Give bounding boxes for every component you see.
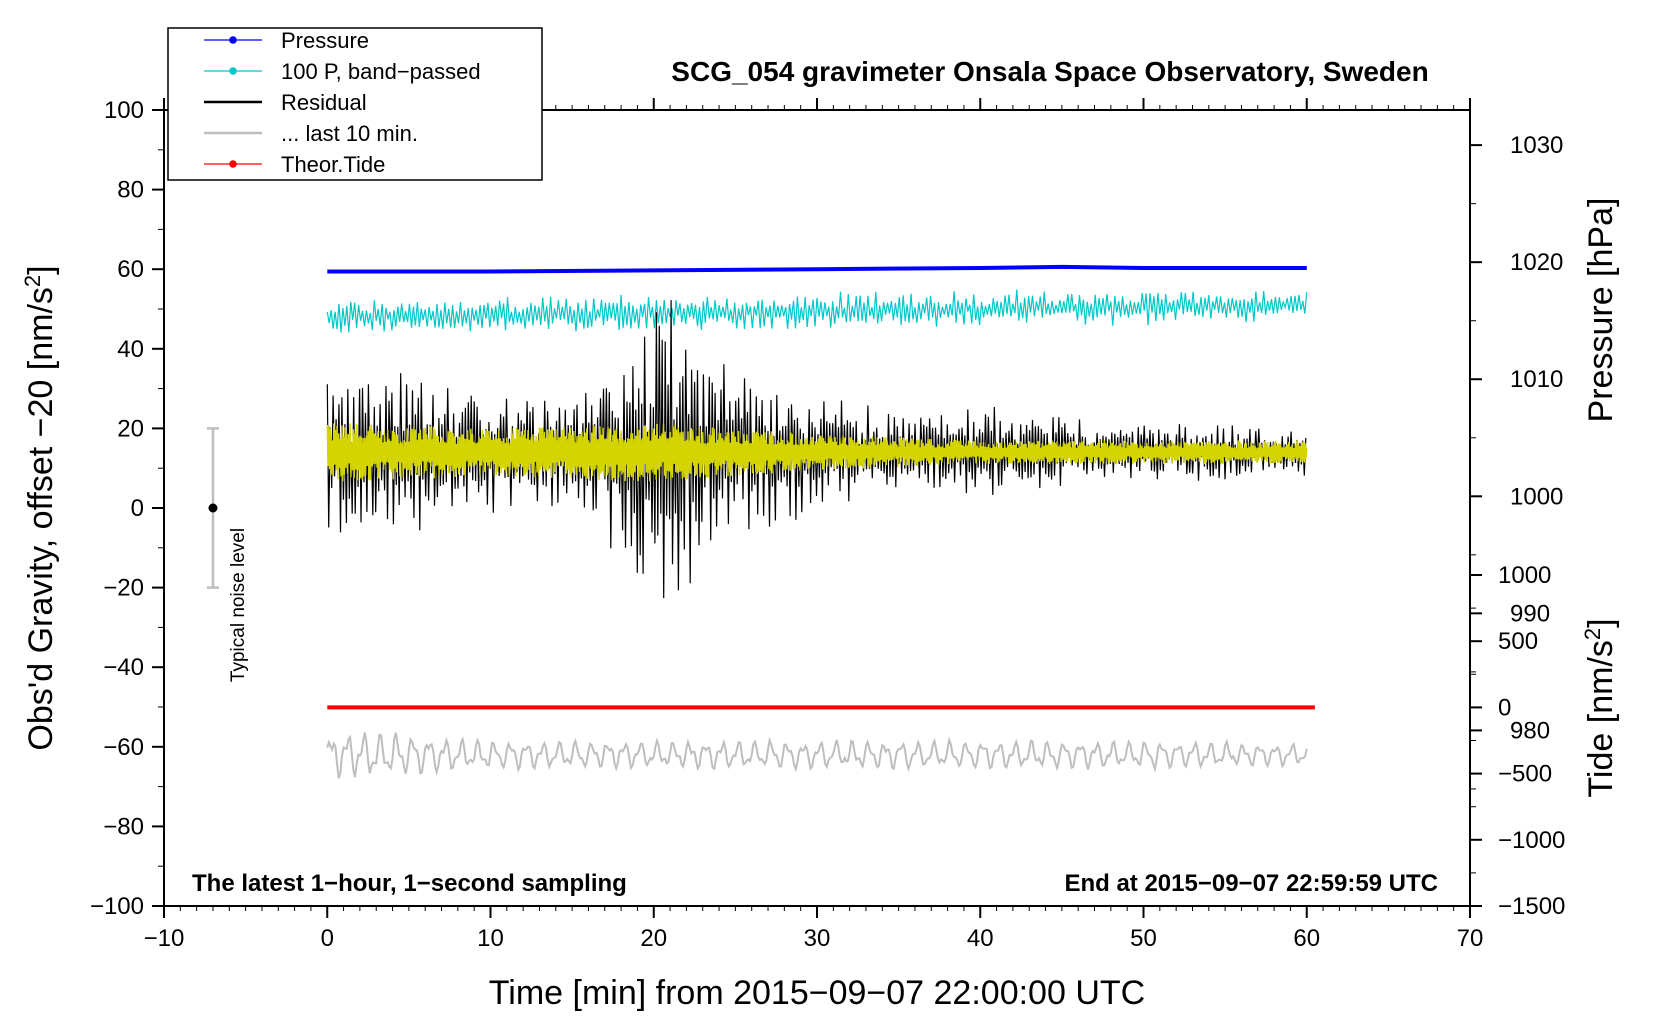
legend-swatch-marker [229,67,237,75]
legend-item: Residual [204,90,367,115]
noise-level-label: Typical noise level [228,528,249,682]
y-tide-tick-label: 0 [1498,694,1511,721]
sampling-annotation: The latest 1−hour, 1−second sampling [192,870,627,897]
legend-item: Pressure [204,28,369,53]
legend-item: ... last 10 min. [204,121,418,146]
y-pressure-tick-label: 1020 [1510,249,1563,276]
x-tick-label: 10 [477,925,504,952]
x-tick-label: 60 [1293,925,1320,952]
noise-bar-center-dot [208,503,218,513]
series-last-10-min [326,732,1308,779]
x-tick-label: 50 [1130,925,1157,952]
series-band-passed-pressure [326,289,1308,333]
y-pressure-tick-label: 980 [1510,717,1550,744]
y-axis-pressure-title: Pressure [hPa] [1582,198,1620,423]
legend-label: 100 P, band−passed [281,59,481,84]
y-left-tick-label: 0 [131,495,144,522]
y-left-tick-label: 100 [104,97,144,124]
x-tick-label: 40 [967,925,994,952]
y-pressure-tick-label: 1000 [1510,483,1563,510]
x-tick-label: 30 [804,925,831,952]
plot-frame [163,109,1471,907]
y-left-tick-label: −80 [103,813,144,840]
y-left-tick-label: 80 [117,177,144,204]
legend-box [167,27,543,181]
y-tide-tick-label: −1000 [1498,827,1565,854]
legend: Pressure 100 P, band−passed Residual ... la… [167,27,543,181]
y-left-tick-label: 20 [117,415,144,442]
y-left-tick-label: 60 [117,256,144,283]
y-axis-pressure: 980 990 1000 1010 1020 1030 [1470,132,1563,790]
y-left-tick-label: −20 [103,575,144,602]
x-tick-label: 0 [321,925,334,952]
y-left-tick-label: −60 [103,734,144,761]
legend-label: Residual [281,90,367,115]
y-left-tick-label: −40 [103,654,144,681]
y-tide-tick-label: −1500 [1498,893,1565,920]
y-axis-left: −100 −80 −60 −40 −20 0 20 40 60 80 100 [90,97,164,920]
y-axis-left-title: Obs'd Gravity, offset −20 [nm/s2] [20,265,60,750]
end-time-annotation: End at 2015−09−07 22:59:59 UTC [1064,870,1438,897]
series-residual-smoothed [326,423,1308,482]
y-pressure-tick-label: 990 [1510,600,1550,627]
y-left-tick-label: −100 [90,893,144,920]
y-tide-tick-label: 1000 [1498,562,1551,589]
y-pressure-tick-label: 1030 [1510,132,1563,159]
y-pressure-tick-label: 1010 [1510,366,1563,393]
legend-swatch-marker [229,160,237,168]
noise-level-bar [206,427,219,589]
legend-swatch-marker [229,36,237,44]
series-pressure [327,264,1307,274]
legend-item: 100 P, band−passed [204,59,481,84]
x-tick-label: 20 [640,925,667,952]
x-tick-label: 70 [1457,925,1484,952]
chart-title: SCG_054 gravimeter Onsala Space Observat… [671,56,1428,87]
y-tide-tick-label: 500 [1498,628,1538,655]
series-layer [326,264,1315,779]
y-left-tick-label: 40 [117,336,144,363]
legend-label: Theor.Tide [281,152,385,177]
y-axis-tide: −1500 −1000 −500 0 500 1000 [1470,562,1565,920]
legend-label: ... last 10 min. [281,121,418,146]
legend-label: Pressure [281,28,369,53]
y-axis-tide-title: Tide [nm/s2] [1580,618,1620,797]
x-axis-title: Time [min] from 2015−09−07 22:00:00 UTC [489,974,1145,1012]
x-tick-label: −10 [144,925,185,952]
x-axis: −10 0 10 20 30 40 50 60 70 [144,98,1484,952]
legend-item: Theor.Tide [204,152,385,177]
y-tide-tick-label: −500 [1498,761,1552,788]
